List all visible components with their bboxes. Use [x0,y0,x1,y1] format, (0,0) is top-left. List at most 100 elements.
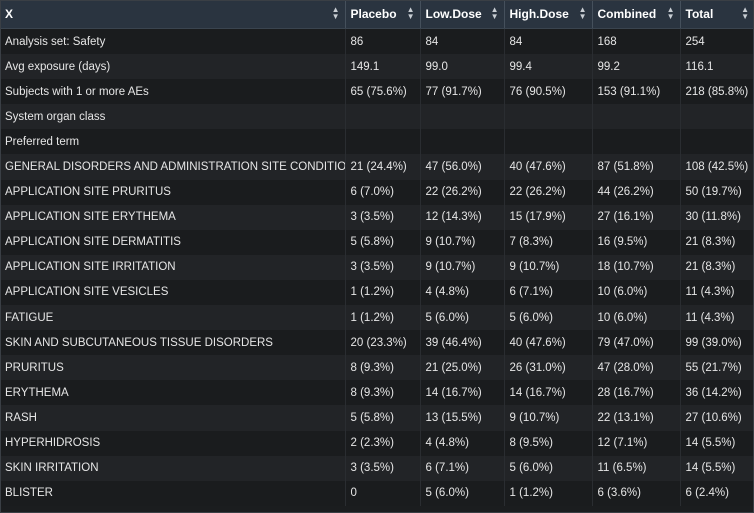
cell-x: ERYTHEMA [0,380,346,406]
cell-combined: 168 [592,28,681,55]
cell-placebo [345,104,421,130]
table-row: Preferred term [0,129,754,155]
cell-placebo: 1 (1.2%) [345,305,421,331]
column-header-label: Total [685,7,714,21]
column-header-high-dose[interactable]: High.Dose ▲ ▼ [504,0,593,29]
cell-total: 14 (5.5%) [680,455,754,481]
column-header-label: X [5,7,14,21]
cell-placebo: 3 (3.5%) [345,204,421,230]
cell-low-dose: 9 (10.7%) [420,229,505,255]
column-header-total[interactable]: Total ▲ ▼ [680,0,754,29]
sort-arrows-icon[interactable]: ▲ ▼ [490,5,499,21]
cell-placebo: 86 [345,28,421,55]
cell-total: 116.1 [680,54,754,80]
cell-high-dose: 8 (9.5%) [504,430,593,456]
cell-high-dose: 5 (6.0%) [504,305,593,331]
table-row: PRURITUS 8 (9.3%) 21 (25.0%) 26 (31.0%) 47 (… [0,355,754,381]
cell-low-dose: 39 (46.4%) [420,330,505,356]
cell-placebo: 3 (3.5%) [345,254,421,280]
cell-low-dose: 47 (56.0%) [420,154,505,180]
cell-x: APPLICATION SITE IRRITATION [0,254,346,280]
cell-placebo: 8 (9.3%) [345,380,421,406]
cell-combined: 99.2 [592,54,681,80]
column-header-low-dose[interactable]: Low.Dose ▲ ▼ [420,0,505,29]
cell-placebo: 5 (5.8%) [345,229,421,255]
cell-low-dose: 9 (10.7%) [420,254,505,280]
cell-placebo: 20 (23.3%) [345,330,421,356]
cell-x: PRURITUS [0,355,346,381]
cell-x: Avg exposure (days) [0,54,346,80]
cell-combined: 153 (91.1%) [592,79,681,105]
table-row: Analysis set: Safety 86 84 84 168 254 [0,28,754,55]
cell-x: Analysis set: Safety [0,28,346,55]
cell-x: HYPERHIDROSIS [0,430,346,456]
table-row: Avg exposure (days) 149.1 99.0 99.4 99.2 116.… [0,54,754,80]
table-row: RASH 5 (5.8%) 13 (15.5%) 9 (10.7%) 22 (13.1%… [0,405,754,431]
cell-combined: 6 (3.6%) [592,480,681,506]
cell-combined: 11 (6.5%) [592,455,681,481]
cell-high-dose [504,129,593,155]
column-header-label: High.Dose [509,7,569,21]
cell-combined: 87 (51.8%) [592,154,681,180]
cell-placebo: 6 (7.0%) [345,179,421,205]
cell-x: System organ class [0,104,346,130]
table-row: SKIN IRRITATION 3 (3.5%) 6 (7.1%) 5 (6.0%) 1… [0,455,754,481]
table-row: APPLICATION SITE IRRITATION 3 (3.5%) 9 (10… [0,254,754,280]
cell-placebo [345,129,421,155]
table-body: Analysis set: Safety 86 84 84 168 254 Avg expo… [0,28,754,506]
cell-total [680,129,754,155]
cell-placebo: 5 (5.8%) [345,405,421,431]
cell-x: Subjects with 1 or more AEs [0,79,346,105]
cell-high-dose: 7 (8.3%) [504,229,593,255]
table-row: APPLICATION SITE DERMATITIS 5 (5.8%) 9 (10… [0,229,754,255]
cell-placebo: 8 (9.3%) [345,355,421,381]
table-row: APPLICATION SITE ERYTHEMA 3 (3.5%) 12 (14.… [0,204,754,230]
cell-x: Preferred term [0,129,346,155]
column-header-combined[interactable]: Combined ▲ ▼ [592,0,681,29]
table-row: Subjects with 1 or more AEs 65 (75.6%) 77 … [0,79,754,105]
cell-x: GENERAL DISORDERS AND ADMINISTRATION SIT… [0,154,346,180]
cell-combined: 10 (6.0%) [592,305,681,331]
cell-high-dose: 40 (47.6%) [504,330,593,356]
sort-arrows-icon[interactable]: ▲ ▼ [578,5,587,21]
cell-total: 21 (8.3%) [680,229,754,255]
cell-low-dose: 5 (6.0%) [420,480,505,506]
cell-high-dose: 76 (90.5%) [504,79,593,105]
cell-combined: 28 (16.7%) [592,380,681,406]
cell-combined: 10 (6.0%) [592,279,681,306]
table-row: APPLICATION SITE VESICLES 1 (1.2%) 4 (4.8%… [0,279,754,306]
cell-low-dose [420,129,505,155]
cell-x: SKIN IRRITATION [0,455,346,481]
cell-placebo: 3 (3.5%) [345,455,421,481]
sort-arrows-icon[interactable]: ▲ ▼ [406,5,415,21]
cell-low-dose: 84 [420,28,505,55]
sort-arrows-icon[interactable]: ▲ ▼ [331,5,340,21]
column-header-label: Low.Dose [425,7,482,21]
cell-combined: 18 (10.7%) [592,254,681,280]
cell-low-dose: 12 (14.3%) [420,204,505,230]
cell-high-dose: 14 (16.7%) [504,380,593,406]
cell-low-dose: 14 (16.7%) [420,380,505,406]
table-header: X ▲ ▼ Placebo ▲ ▼ Low.Dose ▲ ▼ High.Dose ▲ ▼ Combine… [0,0,754,29]
cell-combined: 12 (7.1%) [592,430,681,456]
sort-arrows-icon[interactable]: ▲ ▼ [666,5,675,21]
column-header-placebo[interactable]: Placebo ▲ ▼ [345,0,421,29]
cell-high-dose: 15 (17.9%) [504,204,593,230]
cell-total [680,104,754,130]
sort-arrows-icon[interactable]: ▲ ▼ [741,5,749,21]
cell-total: 11 (4.3%) [680,305,754,331]
cell-high-dose: 5 (6.0%) [504,455,593,481]
table-row: BLISTER 0 5 (6.0%) 1 (1.2%) 6 (3.6%) 6 (2.4%) [0,480,754,506]
cell-placebo: 0 [345,480,421,506]
cell-x: SKIN AND SUBCUTANEOUS TISSUE DISORDERS [0,330,346,356]
cell-combined: 47 (28.0%) [592,355,681,381]
table-row: APPLICATION SITE PRURITUS 6 (7.0%) 22 (26.… [0,179,754,205]
column-header-x[interactable]: X ▲ ▼ [0,0,346,29]
cell-low-dose: 6 (7.1%) [420,455,505,481]
cell-combined [592,129,681,155]
cell-placebo: 1 (1.2%) [345,279,421,306]
cell-total: 218 (85.8%) [680,79,754,105]
cell-high-dose: 22 (26.2%) [504,179,593,205]
table-row: SKIN AND SUBCUTANEOUS TISSUE DISORDERS 20… [0,330,754,356]
